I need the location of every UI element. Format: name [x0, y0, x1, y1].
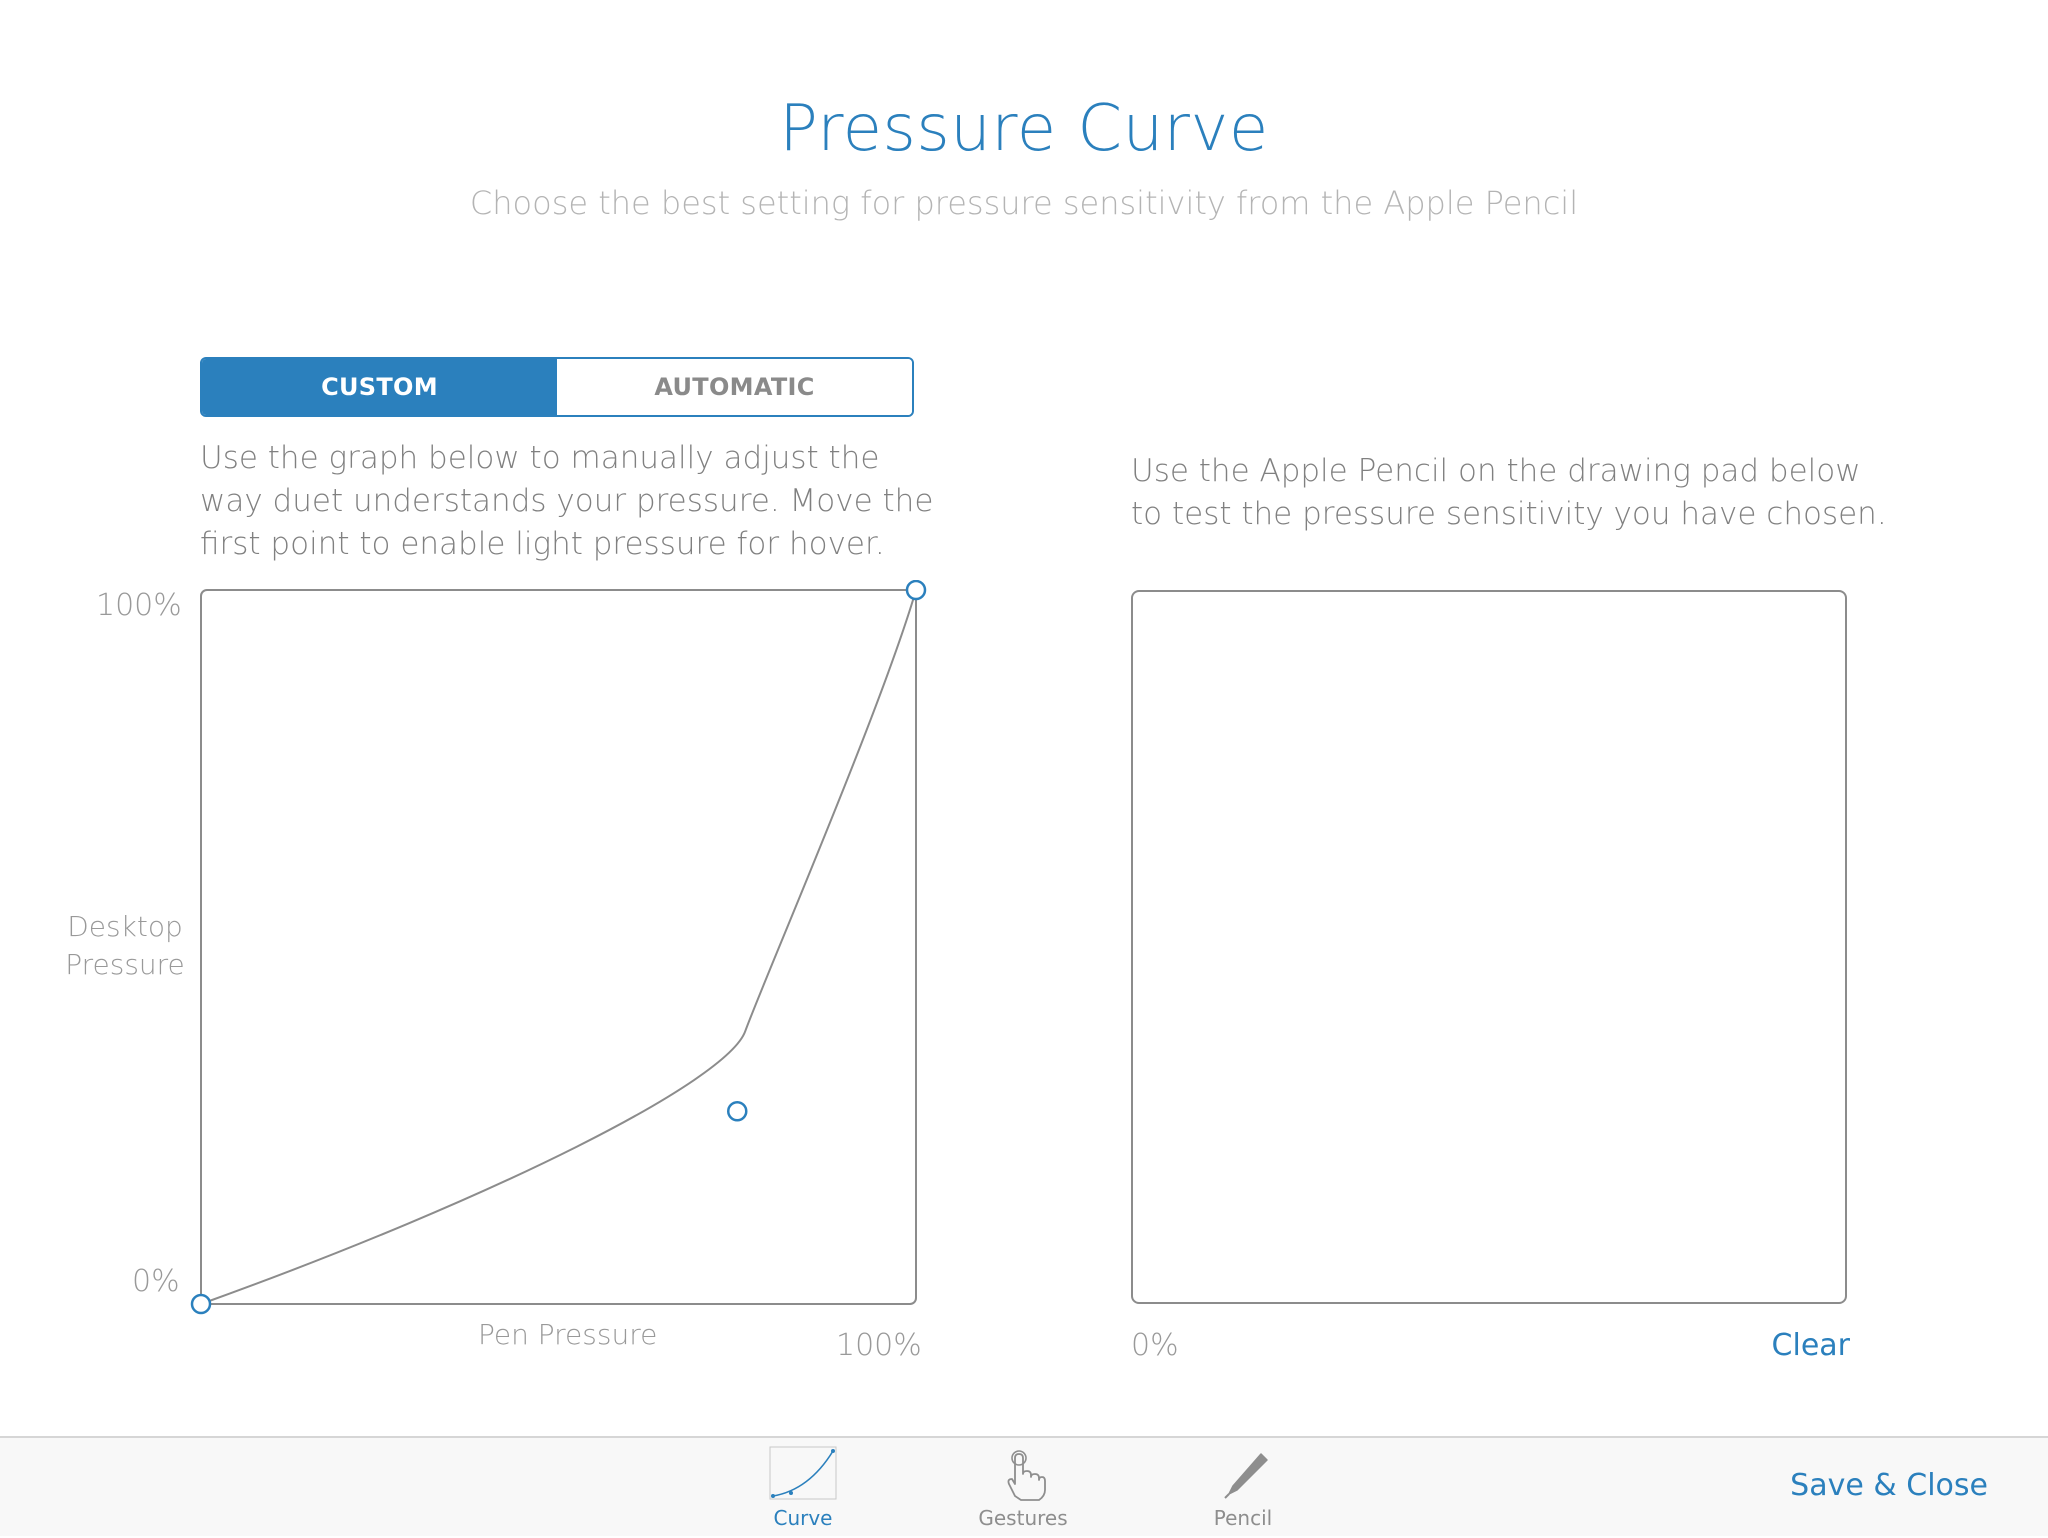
graph-frame	[200, 589, 917, 1305]
automatic-mode-button[interactable]: AUTOMATIC	[557, 359, 912, 415]
tab-curve[interactable]: Curve	[733, 1438, 873, 1538]
tab-gestures[interactable]: Gestures	[953, 1438, 1093, 1538]
tab-gestures-label: Gestures	[978, 1506, 1068, 1530]
hand-pointer-icon	[1007, 1450, 1046, 1501]
curve-start-handle[interactable]	[190, 1293, 212, 1315]
bottom-tab-bar: Curve Gestures Pencil	[0, 1436, 2048, 1536]
save-and-close-button[interactable]: Save & Close	[1790, 1468, 1988, 1503]
page-title: Pressure Curve	[779, 92, 1269, 166]
mode-segmented-control: CUSTOM AUTOMATIC	[200, 357, 914, 417]
drawing-pad-instructions: Use the Apple Pencil on the drawing pad …	[1131, 453, 1887, 532]
curve-control-handle[interactable]	[727, 1100, 748, 1122]
pressure-curve-line	[200, 589, 917, 1305]
tab-pencil[interactable]: Pencil	[1173, 1438, 1313, 1538]
tab-curve-label: Curve	[773, 1506, 833, 1530]
curve-icon	[769, 1446, 837, 1500]
tab-pencil-label: Pencil	[1213, 1506, 1273, 1530]
custom-mode-button[interactable]: CUSTOM	[202, 359, 557, 415]
y-axis-title: Desktop Pressure	[65, 910, 185, 981]
curve-instructions: Use the graph below to manually adjust t…	[200, 440, 934, 562]
pressure-curve-graph[interactable]	[190, 580, 930, 1320]
pencil-icon	[1224, 1453, 1268, 1499]
page-subtitle: Choose the best setting for pressure sen…	[469, 184, 1579, 222]
curve-end-handle[interactable]	[905, 580, 927, 601]
y-axis-max-label: 100%	[96, 588, 182, 623]
x-axis-max-label: 100%	[836, 1328, 922, 1363]
drawing-pad[interactable]	[1131, 590, 1847, 1304]
clear-button[interactable]: Clear	[1771, 1328, 1850, 1363]
y-axis-min-label: 0%	[132, 1264, 180, 1299]
x-axis-title: Pen Pressure	[478, 1318, 658, 1351]
drawing-pad-min-label: 0%	[1131, 1328, 1179, 1363]
